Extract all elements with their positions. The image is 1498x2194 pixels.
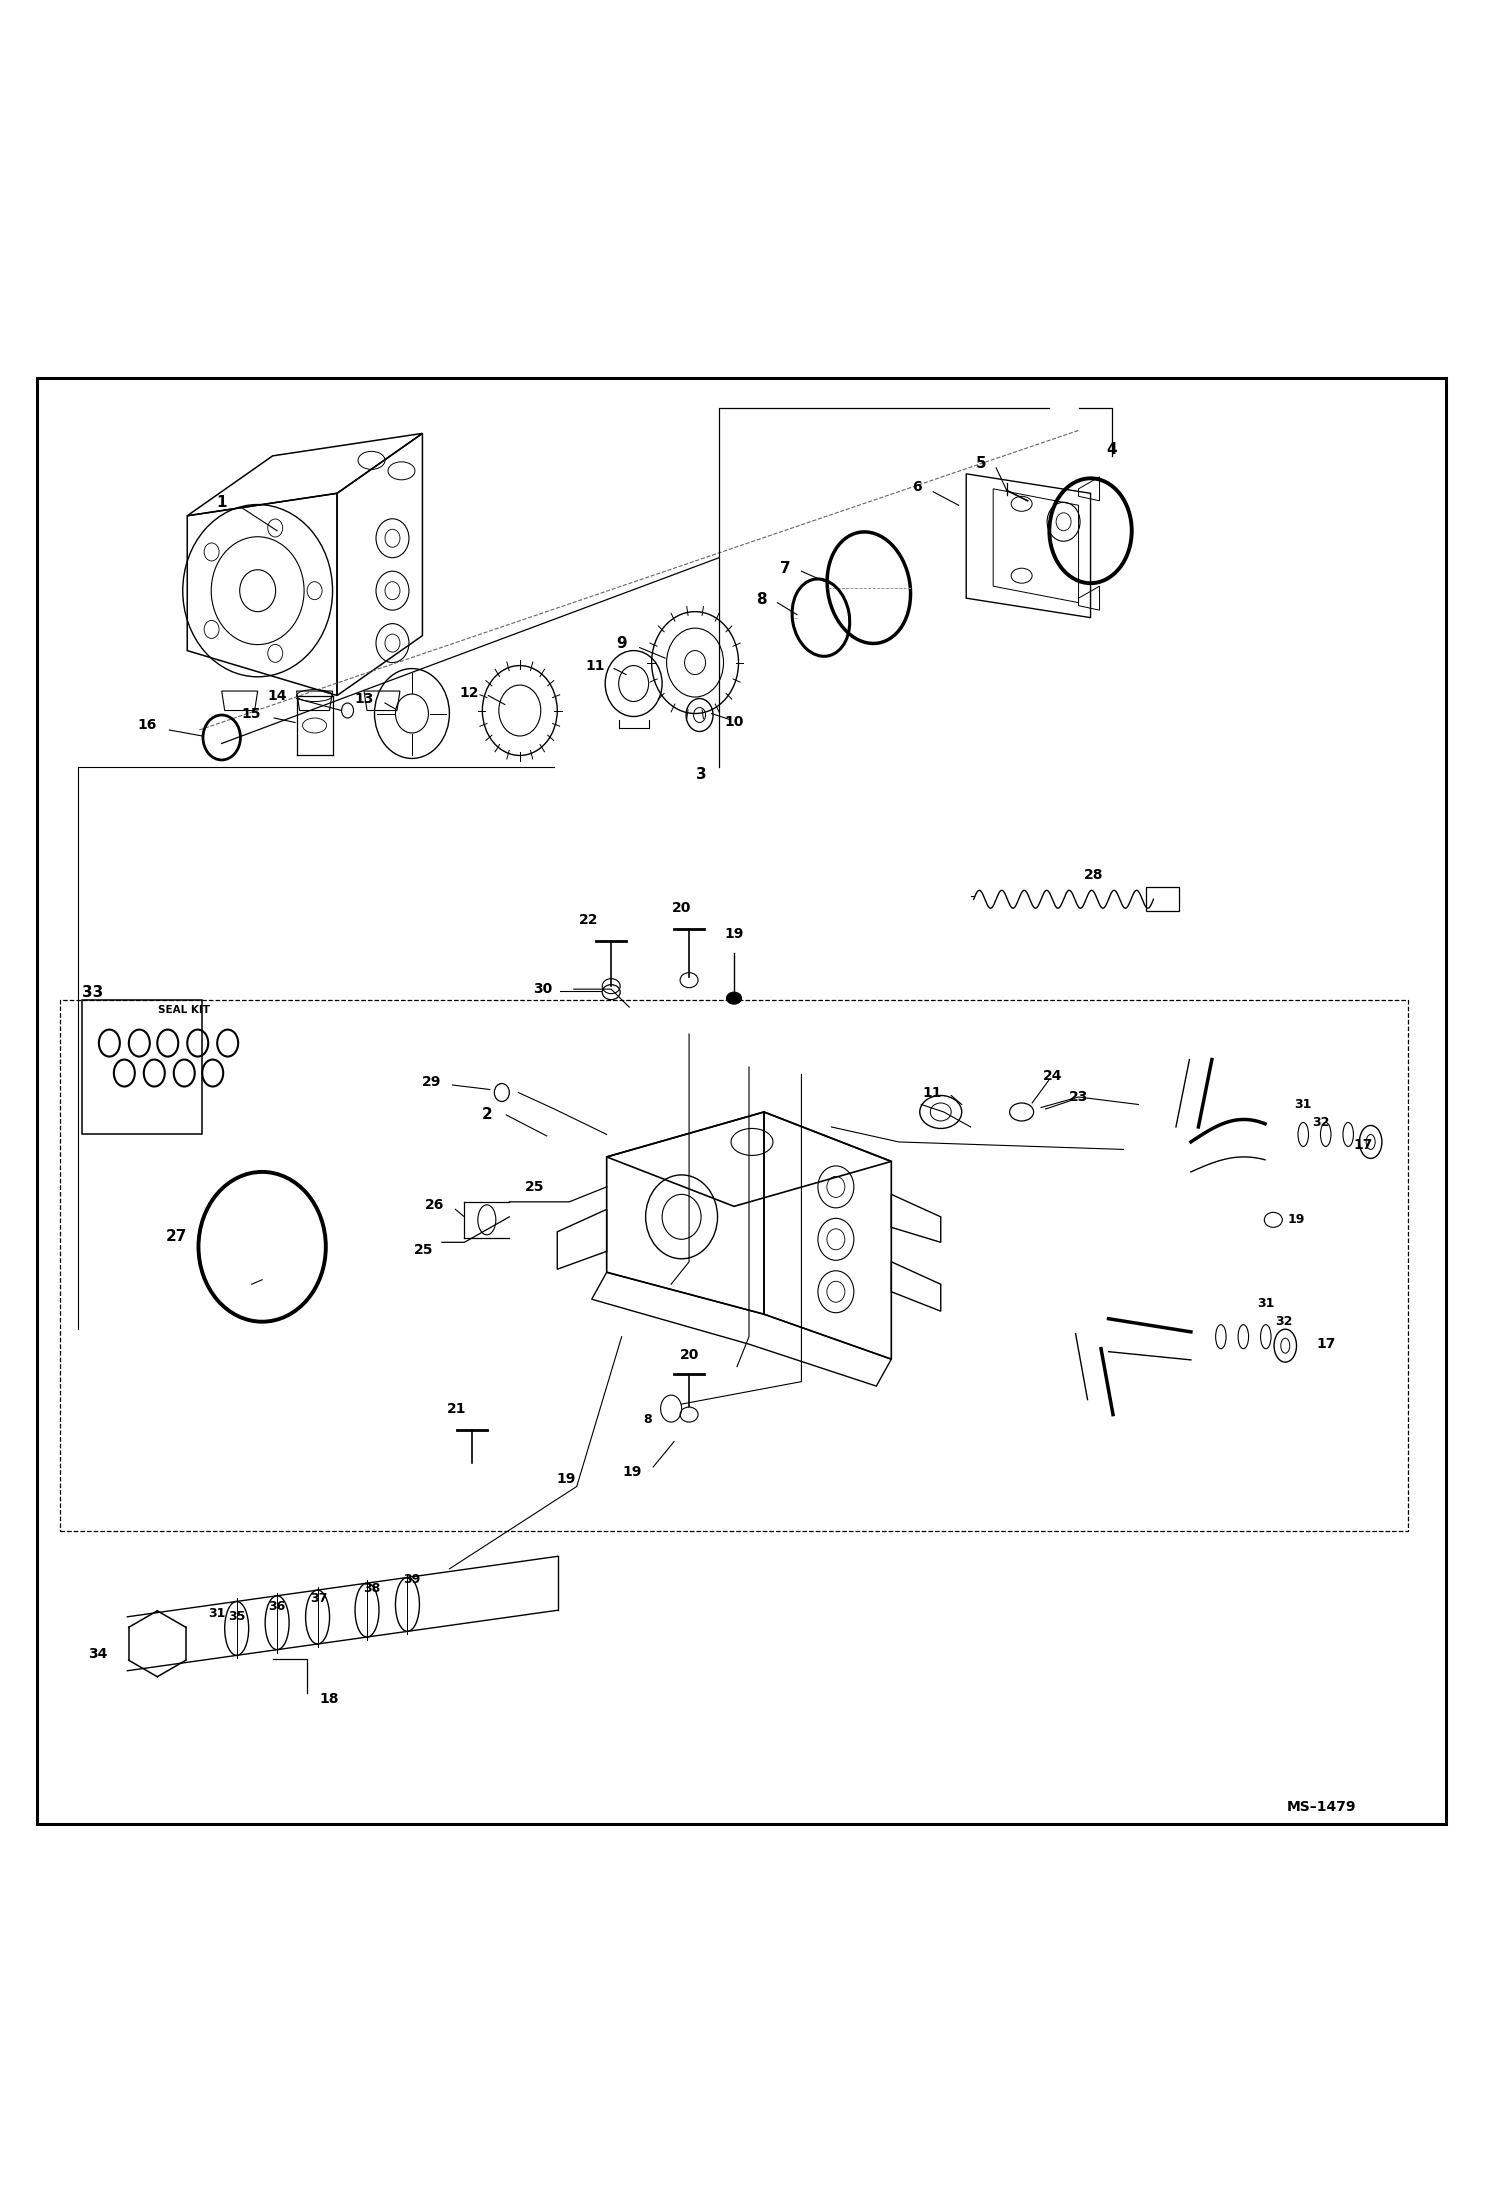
- Text: 28: 28: [1083, 869, 1104, 882]
- Text: 23: 23: [1070, 1090, 1088, 1104]
- Text: 36: 36: [268, 1599, 286, 1613]
- Text: 15: 15: [241, 706, 262, 720]
- Text: 9: 9: [616, 636, 628, 652]
- Text: 29: 29: [422, 1075, 440, 1088]
- Ellipse shape: [204, 621, 219, 638]
- Text: 26: 26: [425, 1198, 443, 1211]
- Ellipse shape: [204, 542, 219, 562]
- Text: 30: 30: [533, 983, 551, 996]
- Text: 2: 2: [481, 1108, 493, 1123]
- Text: 5: 5: [975, 456, 987, 472]
- Text: 19: 19: [1287, 1213, 1305, 1226]
- Ellipse shape: [268, 645, 283, 663]
- Text: 27: 27: [166, 1229, 187, 1244]
- Text: 33: 33: [82, 985, 103, 1000]
- Text: 14: 14: [267, 689, 288, 702]
- Text: 31: 31: [208, 1608, 226, 1621]
- Bar: [1146, 886, 1179, 911]
- Text: 4: 4: [1106, 443, 1118, 456]
- Text: 39: 39: [403, 1573, 421, 1586]
- Text: 17: 17: [1354, 1139, 1372, 1152]
- Text: 7: 7: [779, 562, 791, 575]
- Text: 31: 31: [1257, 1297, 1275, 1310]
- Text: 8: 8: [643, 1413, 652, 1426]
- Ellipse shape: [1264, 1213, 1282, 1226]
- Text: 6: 6: [912, 480, 921, 494]
- Ellipse shape: [268, 520, 283, 538]
- Text: 32: 32: [1312, 1117, 1330, 1130]
- Text: 13: 13: [355, 691, 373, 706]
- Text: 17: 17: [1317, 1336, 1335, 1352]
- Text: 32: 32: [1275, 1314, 1293, 1327]
- Text: SEAL KIT: SEAL KIT: [159, 1005, 210, 1016]
- Text: 1: 1: [216, 496, 228, 509]
- Text: 11: 11: [584, 658, 605, 674]
- Text: 10: 10: [725, 715, 743, 728]
- Text: 21: 21: [446, 1402, 467, 1415]
- Text: 24: 24: [1043, 1068, 1064, 1084]
- Ellipse shape: [727, 992, 742, 1005]
- Bar: [82, 1000, 202, 1134]
- Text: 20: 20: [673, 902, 691, 915]
- Text: 22: 22: [578, 913, 599, 928]
- Text: 31: 31: [1294, 1097, 1312, 1110]
- Text: 37: 37: [310, 1593, 328, 1606]
- Text: 11: 11: [921, 1086, 942, 1099]
- Text: MS–1479: MS–1479: [1287, 1799, 1356, 1814]
- Ellipse shape: [680, 1406, 698, 1422]
- Text: 20: 20: [680, 1347, 698, 1362]
- Text: 25: 25: [524, 1180, 545, 1194]
- Text: 19: 19: [725, 926, 743, 941]
- Text: 34: 34: [88, 1648, 106, 1661]
- Text: 25: 25: [413, 1242, 434, 1257]
- Text: 19: 19: [623, 1466, 641, 1479]
- Text: 35: 35: [228, 1610, 246, 1624]
- Ellipse shape: [307, 581, 322, 599]
- Text: 38: 38: [363, 1582, 380, 1595]
- Text: 3: 3: [695, 768, 707, 783]
- Text: 16: 16: [138, 717, 156, 733]
- Text: 12: 12: [458, 685, 479, 700]
- Text: 19: 19: [557, 1472, 575, 1485]
- Text: 18: 18: [319, 1692, 340, 1707]
- Text: 8: 8: [755, 592, 767, 608]
- Bar: [60, 1000, 1408, 1531]
